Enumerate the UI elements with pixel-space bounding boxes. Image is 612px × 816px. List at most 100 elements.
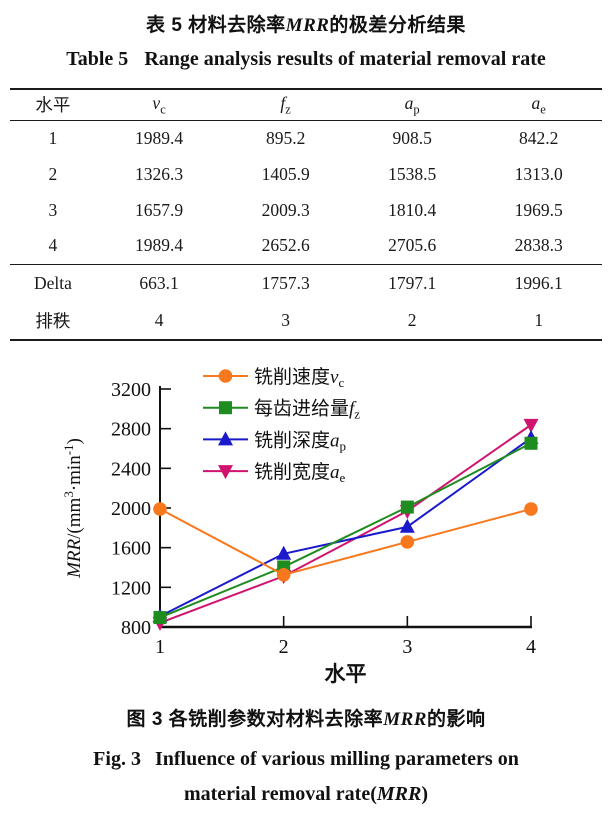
legend-item-ap: 铣削深度ap	[203, 429, 346, 453]
cell-delta-ap: 1797.1	[388, 272, 437, 293]
x-tick-label: 4	[526, 636, 536, 658]
legend-label-fz: 每齿进给量fz	[254, 398, 360, 422]
header-vc-sub: c	[160, 102, 166, 116]
cell-ap: 1538.5	[388, 163, 437, 184]
table-row: 1 1989.4 895.2 908.5 842.2	[10, 120, 602, 156]
y-tick-label: 1600	[111, 538, 151, 560]
table-title-zh: 表 5 材料去除率MRR的极差分析结果	[0, 10, 612, 37]
header-ae-base: a	[531, 92, 541, 113]
header-vc-base: v	[152, 92, 161, 113]
figure-caption-en2-suffix: )	[421, 783, 428, 805]
cell-vc: 1326.3	[135, 163, 184, 184]
cell-fz: 2652.6	[222, 228, 349, 265]
table-row: 4 1989.4 2652.6 2705.6 2838.3	[10, 228, 602, 265]
figure-caption-en2-mrr: MRR	[376, 783, 422, 805]
table-title-zh-suffix: 的极差分析结果	[329, 15, 466, 36]
header-ap-sub: p	[413, 102, 420, 116]
legend-marker-fz-icon	[219, 401, 232, 415]
figure-caption-en-line1: Fig. 3 Influence of various milling param…	[0, 748, 612, 771]
figure-caption-zh: 图 3 各铣削参数对材料去除率MRR的影响	[0, 704, 612, 731]
header-ap: ap	[348, 89, 476, 121]
cell-delta-ae: 1996.1	[514, 272, 563, 293]
cell-ae: 1969.5	[514, 199, 563, 220]
cell-vc: 1657.9	[135, 199, 184, 220]
table-title-en: Table 5 Range analysis results of materia…	[0, 48, 612, 71]
cell-rank-ae: 1	[534, 310, 544, 330]
series-marker-vc-2	[276, 568, 291, 582]
y-axis-label: MRR/(mm3·min-1)	[61, 438, 85, 579]
cell-rank-ap: 2	[407, 310, 417, 330]
range-analysis-table: 水平 vc fz ap ae 1 1989.4 895.2 908.5 842.…	[10, 88, 602, 341]
table-rank-row: 排秩 4 3 2 1	[10, 302, 602, 340]
figure-caption-zh-mrr: MRR	[383, 709, 427, 730]
legend-label-ae: 铣削宽度ae	[254, 461, 346, 485]
cell-fz: 2009.3	[261, 199, 310, 220]
series-line-vc	[159, 508, 532, 576]
figure-caption-en-text: Influence of various milling parameters …	[154, 748, 519, 770]
cell-delta-vc: 663.1	[139, 272, 179, 293]
x-tick-label: 1	[155, 636, 165, 658]
y-tick-label: 2800	[111, 419, 151, 441]
series-line-ap	[159, 437, 532, 618]
y-tick-label: 3200	[111, 379, 151, 401]
legend-item-fz: 每齿进给量fz	[203, 398, 360, 422]
cell-fz: 895.2	[265, 127, 306, 148]
table-title-zh-mrr: MRR	[285, 15, 330, 36]
cell-delta-fz: 1757.3	[261, 272, 310, 293]
cell-level: 2	[48, 163, 58, 184]
cell-fz: 1405.9	[261, 163, 310, 184]
table-row: 3 1657.9 2009.3 1810.4 1969.5	[10, 192, 602, 228]
y-tick-label: 2000	[111, 498, 151, 520]
header-ap-base: a	[404, 92, 414, 113]
header-fz-base: f	[280, 92, 286, 113]
cell-ap: 1810.4	[388, 199, 437, 220]
series-marker-fz-3	[400, 500, 414, 514]
cell-level: 4	[10, 228, 96, 265]
legend-marker-ae-icon	[218, 465, 233, 480]
series-line-ae	[159, 424, 532, 624]
cell-rank-fz: 3	[281, 310, 290, 330]
figure-caption-en-line2: material removal rate(MRR)	[0, 783, 612, 806]
cell-ae: 1313.0	[514, 163, 563, 184]
figure-caption-zh-suffix: 的影响	[426, 709, 486, 730]
header-vc: vc	[95, 89, 223, 121]
table-title-en-text: Range analysis results of material remov…	[144, 48, 546, 70]
cell-level: 1	[48, 127, 58, 148]
series-marker-ap-2	[276, 545, 292, 560]
x-tick-label: 2	[279, 636, 289, 658]
cell-ap: 2705.6	[348, 228, 476, 265]
legend-item-vc: 铣削速度vc	[203, 366, 344, 390]
cell-ae: 842.2	[519, 127, 559, 148]
series-marker-vc-3	[400, 535, 415, 549]
series-marker-ae-4	[523, 418, 539, 433]
chart-axes: 800 1200 1600 2000 2400 2800 3200 1 2 3 4 水平 MRR/(mm…	[61, 379, 536, 686]
y-tick-label: 1200	[111, 577, 151, 599]
figure-caption-zh-prefix: 图 3 各铣削参数对材料去除率	[126, 709, 384, 730]
y-tick-label: 800	[121, 617, 151, 639]
legend-marker-ap-icon	[218, 431, 233, 446]
table-row: 2 1326.3 1405.9 1538.5 1313.0	[10, 156, 602, 192]
y-tick-label: 2400	[111, 458, 151, 480]
header-ae-sub: e	[540, 102, 546, 116]
legend-label-vc: 铣削速度vc	[254, 366, 344, 390]
header-fz-sub: z	[285, 102, 291, 116]
cell-vc: 1989.4	[135, 127, 184, 148]
x-tick-label: 3	[402, 636, 412, 658]
table-title-zh-prefix: 表 5 材料去除率	[146, 15, 286, 36]
cell-level: 3	[48, 199, 58, 220]
cell-rank-vc: 4	[154, 310, 164, 330]
legend-label-ap: 铣削深度ap	[254, 429, 346, 453]
header-level: 水平	[10, 89, 96, 121]
cell-ap: 908.5	[392, 127, 432, 148]
table-title-en-label: Table 5	[66, 48, 129, 70]
cell-rank-label: 排秩	[35, 311, 71, 331]
series-marker-ap-3	[399, 518, 415, 533]
cell-ae: 2838.3	[475, 228, 602, 265]
chart-legend: 铣削速度vc 每齿进给量fz 铣削深度ap 铣削宽度ae	[203, 366, 360, 485]
table-header-row: 水平 vc fz ap ae	[10, 89, 602, 121]
series-marker-fz-4	[524, 436, 538, 450]
legend-item-ae: 铣削宽度ae	[203, 461, 346, 485]
header-ae: ae	[475, 89, 602, 121]
series-marker-vc-4	[524, 502, 538, 516]
cell-delta-label: Delta	[33, 272, 72, 293]
